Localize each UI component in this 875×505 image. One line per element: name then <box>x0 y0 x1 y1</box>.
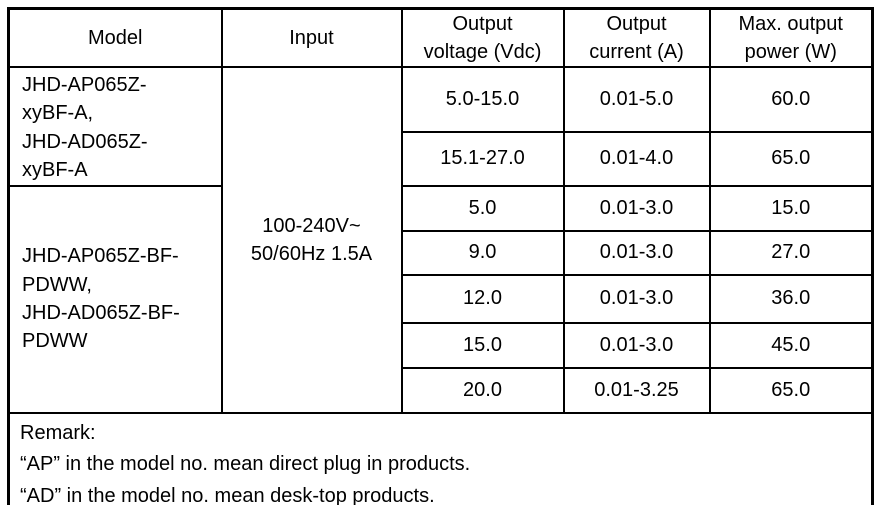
header-output-voltage: Output voltage (Vdc) <box>400 7 565 68</box>
table-row: 15.0 0.01-3.0 45.0 <box>9 321 874 369</box>
power-cell: 36.0 <box>708 273 874 324</box>
header-model: Model <box>7 7 223 68</box>
remark-cell: Remark: “AP” in the model no. mean direc… <box>7 411 874 505</box>
table-row: JHD-AP065Z-BF- PDWW, JHD-AD065Z-BF- PDWW… <box>7 184 874 414</box>
voltage-cell: 15.0 <box>400 321 565 369</box>
power-cell: 27.0 <box>708 229 874 276</box>
header-output-current: Output current (A) <box>562 7 711 68</box>
table-row: 15.1-27.0 0.01-4.0 65.0 <box>9 130 874 187</box>
table-row: 20.0 0.01-3.25 65.0 <box>9 366 874 414</box>
table-row: JHD-AP065Z- xyBF-A, JHD-AD065Z- xyBF-A 1… <box>7 66 874 414</box>
input-rating-cell: 100-240V~ 50/60Hz 1.5A <box>220 66 403 414</box>
current-cell: 0.01-3.25 <box>562 366 711 414</box>
current-cell: 0.01-3.0 <box>562 273 711 324</box>
table-header-row: Model Input Output voltage (Vdc) Output … <box>7 7 874 68</box>
current-cell: 0.01-3.0 <box>562 229 711 276</box>
current-cell: 0.01-5.0 <box>562 66 711 133</box>
model-group-1-cell: JHD-AP065Z- xyBF-A, JHD-AD065Z- xyBF-A <box>7 66 223 187</box>
table-row: 12.0 0.01-3.0 36.0 <box>9 273 874 324</box>
power-cell: 65.0 <box>708 366 874 414</box>
table-row: 9.0 0.01-3.0 27.0 <box>9 229 874 276</box>
current-cell: 0.01-4.0 <box>562 130 711 187</box>
power-cell: 15.0 <box>708 184 874 232</box>
header-max-output-power: Max. output power (W) <box>708 7 874 68</box>
voltage-cell: 20.0 <box>400 366 565 414</box>
power-cell: 45.0 <box>708 321 874 369</box>
power-spec-table: Model Input Output voltage (Vdc) Output … <box>7 7 874 505</box>
power-cell: 60.0 <box>708 66 874 133</box>
voltage-cell: 9.0 <box>400 229 565 276</box>
voltage-cell: 5.0 <box>400 184 565 232</box>
current-cell: 0.01-3.0 <box>562 321 711 369</box>
header-input: Input <box>220 7 403 68</box>
voltage-cell: 15.1-27.0 <box>400 130 565 187</box>
current-cell: 0.01-3.0 <box>562 184 711 232</box>
power-cell: 65.0 <box>708 130 874 187</box>
voltage-cell: 12.0 <box>400 273 565 324</box>
table-remark-row: Remark: “AP” in the model no. mean direc… <box>7 411 874 505</box>
model-group-2-cell: JHD-AP065Z-BF- PDWW, JHD-AD065Z-BF- PDWW <box>7 184 223 414</box>
voltage-cell: 5.0-15.0 <box>400 66 565 133</box>
